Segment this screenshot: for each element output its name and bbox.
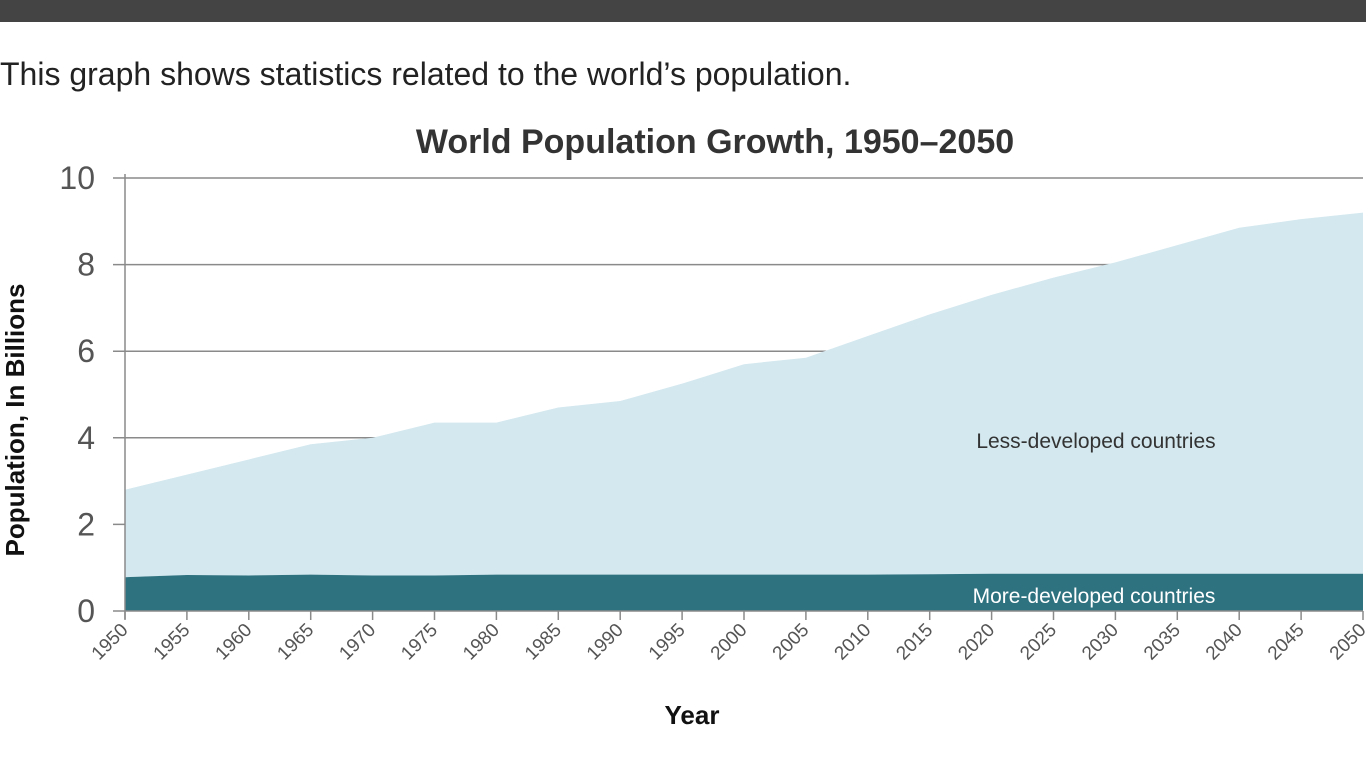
x-tick-label-1975: 1975 — [397, 620, 442, 665]
x-tick-label-1990: 1990 — [583, 620, 628, 665]
top-bar — [0, 0, 1366, 22]
y-tick-label-6: 6 — [77, 333, 95, 369]
x-axis-label: Year — [665, 700, 720, 730]
x-tick-label-1955: 1955 — [150, 620, 195, 665]
x-tick-label-2035: 2035 — [1140, 620, 1185, 665]
x-tick-label-2000: 2000 — [707, 620, 752, 665]
intro-text: This graph shows statistics related to t… — [0, 56, 852, 92]
area-layer — [125, 212, 1363, 611]
x-tick-label-2025: 2025 — [1016, 620, 1061, 665]
x-tick-label-2045: 2045 — [1264, 620, 1309, 665]
x-tick-label-2050: 2050 — [1326, 620, 1366, 665]
x-tick-label-1995: 1995 — [645, 620, 690, 665]
y-tick-label-8: 8 — [77, 247, 95, 283]
y-axis-label: Population, In Billions — [0, 284, 30, 557]
y-tick-label-10: 10 — [59, 160, 95, 196]
x-tick-label-2020: 2020 — [954, 620, 999, 665]
x-tick-label-2040: 2040 — [1202, 620, 1247, 665]
x-tick-label-1965: 1965 — [273, 620, 318, 665]
more-developed-label: More-developed countries — [973, 585, 1216, 608]
less-developed-label: Less-developed countries — [976, 430, 1215, 453]
x-tick-label-2010: 2010 — [831, 620, 876, 665]
x-tick-label-1980: 1980 — [459, 620, 504, 665]
y-tick-label-0: 0 — [77, 593, 95, 629]
x-tick-label-2015: 2015 — [892, 620, 937, 665]
chart-title: World Population Growth, 1950–2050 — [416, 123, 1014, 161]
area-more-developed — [125, 573, 1363, 611]
x-tick-label-2005: 2005 — [769, 620, 814, 665]
x-tick-label-1985: 1985 — [521, 620, 566, 665]
y-tick-label-2: 2 — [77, 506, 95, 542]
x-tick-label-2030: 2030 — [1078, 620, 1123, 665]
area-less-developed — [125, 212, 1363, 578]
y-tick-label-4: 4 — [77, 420, 95, 456]
x-tick-label-1960: 1960 — [212, 620, 257, 665]
x-tick-label-1970: 1970 — [335, 620, 380, 665]
